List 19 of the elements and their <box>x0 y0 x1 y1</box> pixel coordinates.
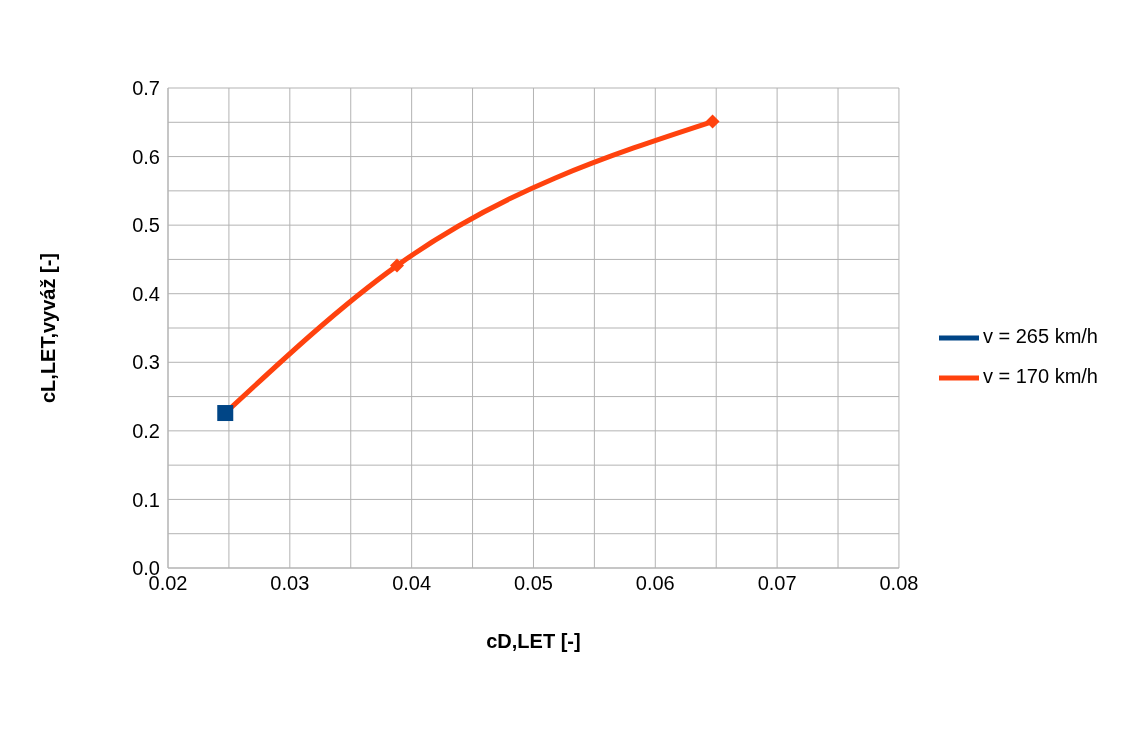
x-tick-label: 0.06 <box>635 572 675 595</box>
y-tick-label: 0.2 <box>132 419 160 442</box>
x-tick-label: 0.05 <box>514 572 553 595</box>
legend-label: v = 170 km/h <box>982 365 1098 388</box>
y-tick-label: 0.1 <box>132 488 160 511</box>
x-axis-title: cD,LET [-] <box>486 630 581 652</box>
y-tick-label: 0.5 <box>132 214 160 237</box>
y-tick-label: 0.3 <box>132 351 160 374</box>
x-tick-label: 0.04 <box>392 572 432 595</box>
y-tick-label: 0.6 <box>132 145 160 168</box>
point <box>705 114 720 129</box>
x-tick-label: 0.07 <box>757 572 797 595</box>
x-tick-label: 0.03 <box>270 572 310 595</box>
y-tick-label: 0.4 <box>132 282 160 305</box>
point <box>390 258 405 273</box>
legend-label: v = 265 km/h <box>982 325 1098 348</box>
y-axis-title: cL,LET,vyváž [-] <box>37 252 60 404</box>
y-tick-label: 0.7 <box>132 77 160 100</box>
x-tick-label: 0.08 <box>879 572 919 595</box>
